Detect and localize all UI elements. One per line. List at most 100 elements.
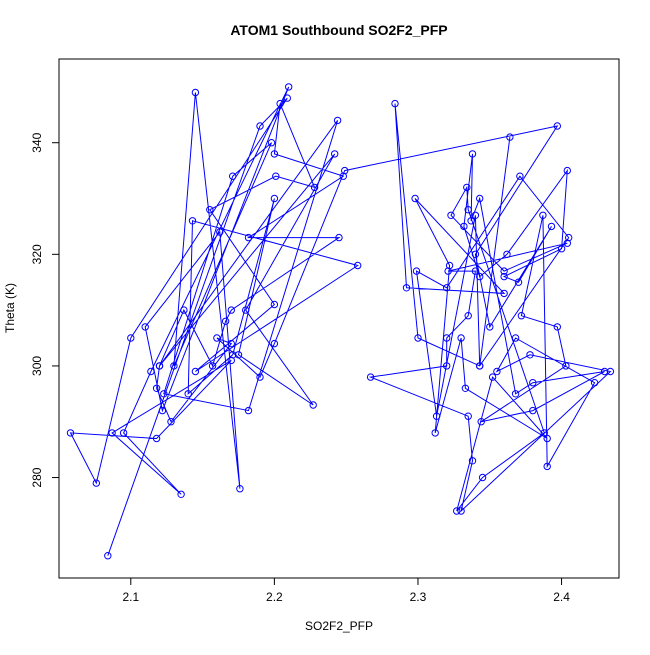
data-point: [256, 122, 264, 130]
y-axis: 280 300 320 340: [30, 132, 59, 488]
data-point: [309, 401, 317, 409]
data-point: [511, 390, 520, 398]
y-tick-label: 320: [30, 244, 44, 264]
data-point: [478, 473, 487, 482]
data-point: [606, 367, 615, 376]
data-point: [152, 434, 161, 443]
data-point: [167, 418, 175, 426]
data-point: [270, 300, 279, 309]
data-point: [432, 412, 441, 420]
data-point: [256, 373, 264, 381]
data-point: [464, 206, 472, 214]
data-point: [461, 384, 470, 392]
data-point: [108, 429, 116, 437]
data-point: [216, 228, 224, 236]
data-point: [514, 278, 523, 286]
data-point: [335, 233, 343, 242]
data-point: [177, 490, 185, 498]
data-point: [366, 373, 375, 381]
data-point: [467, 217, 475, 225]
data-point: [543, 462, 551, 471]
data-point: [600, 367, 609, 376]
series-layer: [66, 83, 615, 560]
data-point: [180, 306, 188, 314]
data-point: [270, 194, 279, 203]
data-point: [414, 334, 422, 342]
data-point: [221, 317, 230, 325]
data-point: [460, 222, 468, 231]
data-point: [354, 261, 362, 270]
x-tick-label: 2.1: [122, 590, 139, 604]
data-point: [529, 379, 537, 387]
data-point: [464, 312, 472, 320]
data-point: [272, 172, 280, 180]
data-point: [267, 139, 276, 147]
data-point: [553, 323, 561, 331]
data-point: [339, 172, 347, 180]
data-point: [493, 367, 501, 376]
data-point: [447, 211, 455, 220]
data-point: [503, 250, 511, 259]
data-point: [553, 122, 561, 130]
data-point: [184, 390, 192, 398]
data-point: [229, 172, 237, 180]
data-point: [468, 457, 477, 465]
chart-title: ATOM1 Southbound SO2F2_PFP: [230, 22, 447, 38]
data-point: [244, 406, 253, 415]
data-point: [170, 362, 178, 370]
x-tick-label: 2.2: [266, 590, 283, 604]
data-point: [486, 323, 494, 331]
plot-frame: [58, 58, 620, 579]
data-point: [506, 133, 514, 141]
data-point: [500, 289, 508, 298]
data-point: [92, 479, 101, 487]
data-point: [511, 334, 520, 342]
data-point: [516, 172, 524, 180]
data-point: [500, 267, 508, 275]
data-point: [127, 334, 135, 342]
x-axis: 2.1 2.2 2.3 2.4: [122, 578, 570, 604]
data-point: [66, 429, 75, 437]
data-point: [244, 233, 253, 242]
data-point: [457, 334, 465, 342]
data-point: [443, 334, 451, 342]
data-point: [468, 150, 477, 158]
data-point: [147, 367, 155, 376]
data-point: [500, 272, 508, 281]
data-point: [331, 150, 339, 158]
data-point: [276, 99, 284, 108]
data-point: [529, 406, 537, 415]
data-point: [152, 384, 161, 392]
data-point: [391, 99, 399, 108]
data-point: [227, 356, 236, 365]
data-point: [476, 362, 484, 370]
data-point: [476, 272, 484, 281]
data-point: [188, 217, 197, 225]
data-point: [563, 239, 571, 247]
data-point: [208, 362, 217, 370]
data-point: [242, 306, 250, 314]
data-point: [160, 390, 168, 398]
data-point: [119, 429, 128, 437]
x-tick-label: 2.4: [553, 590, 570, 604]
data-point: [158, 406, 167, 415]
data-point: [270, 339, 279, 348]
data-point: [526, 351, 534, 359]
data-point: [457, 507, 465, 515]
data-point: [431, 429, 439, 437]
data-point: [341, 166, 349, 175]
data-point: [547, 222, 556, 231]
data-point: [517, 312, 526, 320]
y-tick-label: 280: [30, 467, 44, 487]
data-point: [453, 507, 461, 515]
data-point: [476, 194, 484, 203]
data-point: [412, 267, 421, 275]
x-axis-label: SO2F2_PFP: [305, 619, 373, 633]
data-point: [411, 194, 419, 203]
data-point: [488, 373, 497, 381]
data-point: [563, 166, 571, 175]
y-tick-label: 340: [30, 132, 44, 152]
y-tick-label: 300: [30, 356, 44, 376]
